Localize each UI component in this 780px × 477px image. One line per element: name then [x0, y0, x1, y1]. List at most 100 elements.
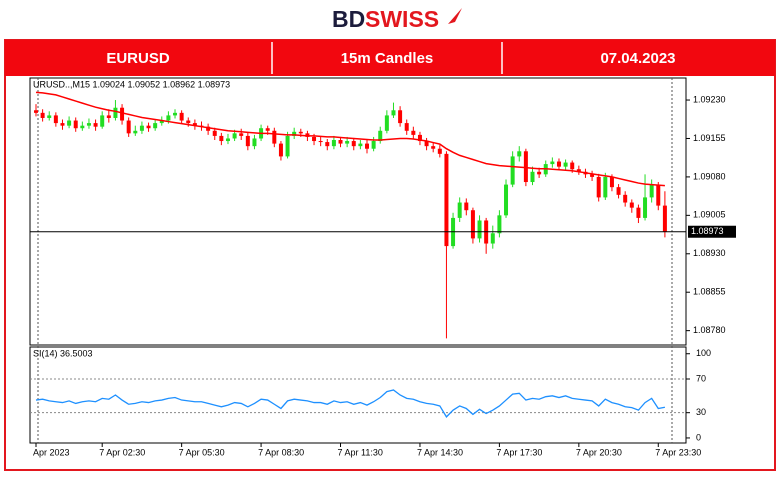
candle-body: [623, 194, 628, 203]
candle-body: [616, 187, 621, 195]
candle-body: [166, 115, 171, 121]
candle-body: [470, 210, 475, 239]
logo: BD SWISS: [332, 6, 462, 32]
candle-body: [662, 205, 667, 232]
candle-body: [139, 125, 144, 131]
candle-body: [113, 107, 118, 118]
candle-body: [590, 174, 595, 177]
candle-body: [351, 141, 356, 147]
candle-body: [365, 143, 369, 149]
plot: 1.09230 1.09155 1.09080 1.09005 1.08930 1.088…: [30, 91, 736, 457]
candle-body: [517, 151, 522, 157]
x-tick-label: 7 Apr 02:30: [99, 447, 145, 457]
header-bar: [5, 40, 775, 76]
candle-body: [272, 130, 277, 144]
candle-body: [417, 134, 422, 142]
candle-body: [530, 171, 535, 183]
candle-body: [179, 112, 184, 121]
y-tick-label: 0: [696, 432, 701, 442]
candle-body: [576, 169, 581, 172]
candle-body: [278, 143, 283, 157]
y-tick-label: 70: [696, 373, 706, 383]
candle-body: [106, 115, 111, 118]
candle-body: [378, 130, 383, 142]
y-tick-label: 1.08930: [693, 248, 726, 258]
x-tick-label: Apr 2023: [33, 447, 70, 457]
last-price-box: [688, 225, 736, 238]
candle-body: [53, 115, 58, 124]
candle-body: [325, 142, 330, 147]
y-tick-label: 1.08855: [693, 287, 726, 297]
candle-body: [93, 123, 98, 127]
candle-body: [173, 112, 178, 116]
candle-body: [398, 110, 403, 124]
candle-body: [318, 141, 323, 143]
last-price-label: 1.08973: [691, 226, 724, 236]
logo-bd: BD: [332, 6, 365, 32]
candle-body: [225, 138, 230, 142]
candle-body: [40, 112, 45, 118]
logo-swoosh: [448, 8, 462, 24]
x-tick-label: 7 Apr 08:30: [258, 447, 304, 457]
y-tick-label: 100: [696, 348, 711, 358]
candle-body: [464, 202, 469, 211]
candle-body: [192, 123, 197, 126]
x-tick-label: 7 Apr 11:30: [338, 447, 383, 457]
candle-body: [523, 151, 528, 183]
candle-body: [73, 120, 78, 129]
candle-body: [371, 141, 376, 149]
candle-body: [537, 171, 542, 175]
y-tick-label: 1.09080: [693, 171, 726, 181]
candle-body: [153, 123, 158, 129]
candle-body: [391, 110, 396, 116]
candle-body: [570, 162, 575, 170]
candle-body: [146, 125, 151, 129]
candle-body: [305, 133, 310, 137]
candle-body: [596, 176, 601, 198]
y-tick-label: 1.09155: [693, 133, 726, 143]
candle-body: [159, 120, 164, 124]
x-tick-label: 7 Apr 20:30: [576, 447, 622, 457]
x-tick-label: 7 Apr 14:30: [417, 447, 463, 457]
y-tick-label: 30: [696, 407, 706, 417]
candle-body: [490, 233, 495, 244]
candle-body: [649, 184, 654, 198]
symbol: EURUSD: [106, 50, 170, 67]
candle-body: [444, 153, 449, 247]
date: 07.04.2023: [600, 50, 675, 67]
candle-body: [437, 148, 442, 154]
candle-body: [219, 135, 224, 142]
y-tick-label: 1.08780: [693, 325, 726, 335]
candle-body: [133, 130, 138, 134]
candle-body: [120, 107, 125, 121]
candle-body: [431, 146, 436, 149]
candle-body: [212, 130, 217, 136]
logo-swiss: SWISS: [365, 6, 439, 32]
candle-body: [34, 110, 38, 113]
candle-body: [603, 176, 608, 198]
candle-body: [47, 115, 52, 118]
candle-body: [384, 115, 389, 131]
candle-body: [510, 156, 515, 185]
candle-body: [636, 207, 641, 218]
candle-body: [186, 120, 191, 124]
x-tick-label: 7 Apr 05:30: [179, 447, 225, 457]
candle-body: [497, 215, 502, 234]
timeframe: 15m Candles: [341, 50, 434, 67]
candle-body: [556, 161, 561, 167]
rsi-line: [35, 389, 666, 418]
candle-body: [86, 123, 91, 126]
candle-body: [252, 138, 257, 147]
moving-average: [35, 91, 665, 187]
candle-body: [563, 162, 568, 167]
candle-body: [609, 176, 614, 188]
candle-body: [477, 220, 482, 239]
candle-body: [312, 136, 317, 142]
candle-body: [292, 131, 297, 136]
candle-body: [245, 135, 250, 147]
candle-body: [126, 120, 131, 134]
price-legend: URUSD..,M15 1.09024 1.09052 1.08962 1.08…: [33, 79, 230, 89]
x-tick-label: 7 Apr 17:30: [496, 447, 542, 457]
y-tick-label: 1.09230: [693, 94, 726, 104]
